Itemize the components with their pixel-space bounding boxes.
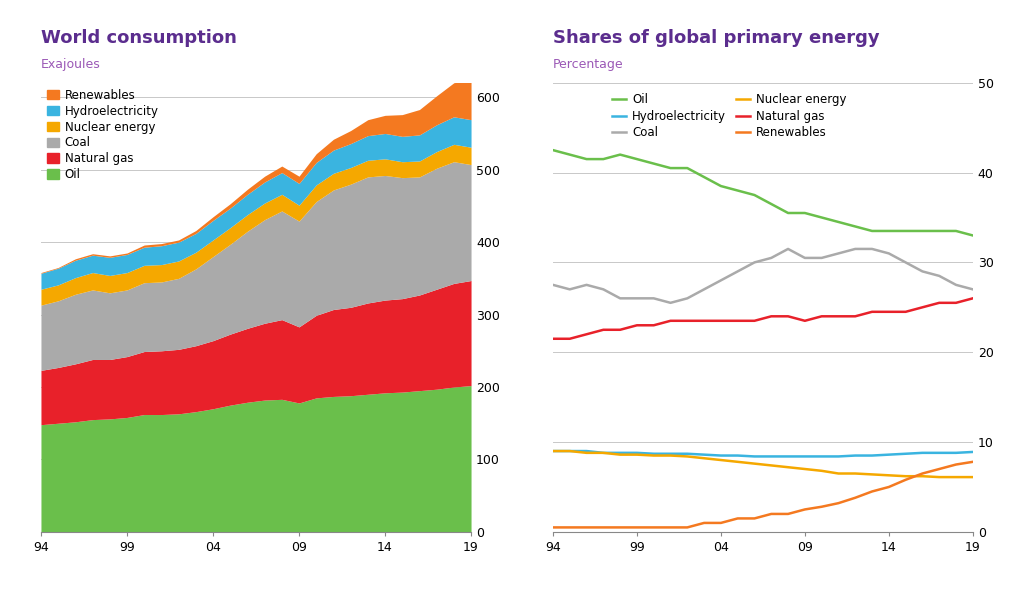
Legend: Oil, Hydroelectricity, Coal, Nuclear energy, Natural gas, Renewables: Oil, Hydroelectricity, Coal, Nuclear ene… xyxy=(607,89,851,144)
Text: Shares of global primary energy: Shares of global primary energy xyxy=(553,30,880,47)
Legend: Renewables, Hydroelectricity, Nuclear energy, Coal, Natural gas, Oil: Renewables, Hydroelectricity, Nuclear en… xyxy=(47,89,159,181)
Text: Percentage: Percentage xyxy=(553,58,624,71)
Text: World consumption: World consumption xyxy=(41,30,237,47)
Text: Exajoules: Exajoules xyxy=(41,58,100,71)
